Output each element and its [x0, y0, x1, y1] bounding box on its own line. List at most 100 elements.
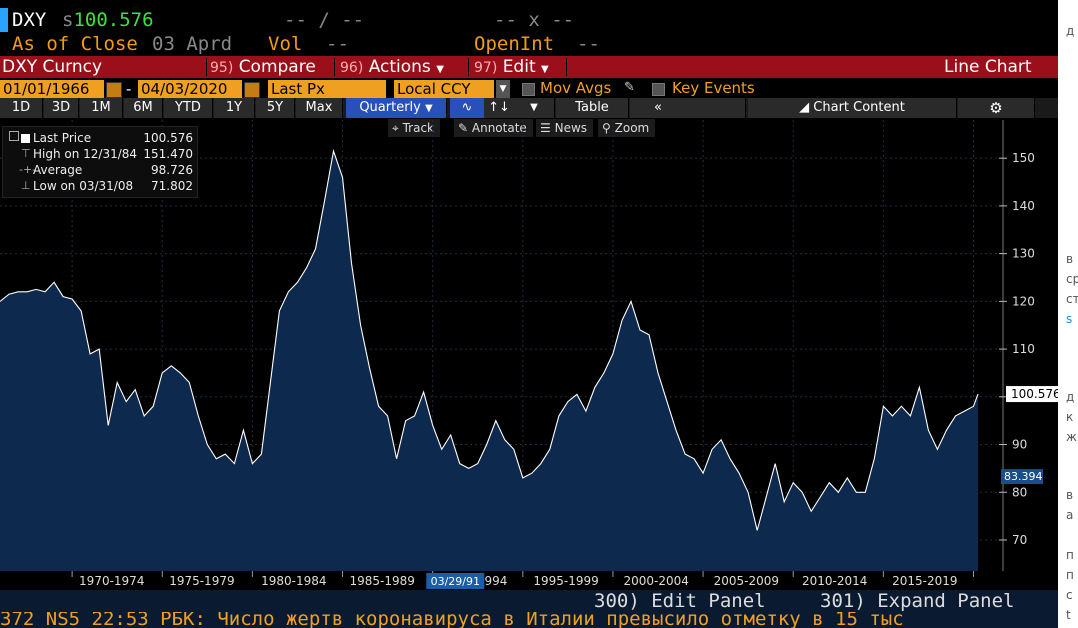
chart-type-label[interactable]: Line Chart	[944, 57, 1032, 77]
chart-content-icon: ◢	[799, 100, 810, 115]
expand-panel-button[interactable]: 301) Expand Panel	[820, 590, 1015, 612]
currency-dropdown-icon[interactable]: ▼	[496, 80, 510, 98]
period-button-6m[interactable]: 6M	[124, 98, 163, 118]
panel-bar: 300) Edit Panel 301) Expand Panel	[0, 590, 1058, 612]
x-tick-label: 1994	[477, 574, 508, 588]
side-panel-fragment: д в ср ст s д к ж в а п п c t	[1058, 0, 1078, 628]
field-select[interactable]: Last Px	[268, 80, 386, 98]
mov-avgs-label[interactable]: Mov Avgs	[540, 79, 612, 97]
zoom-icon: ⚲	[602, 121, 611, 135]
legend-label: High on 12/31/84	[33, 147, 138, 161]
actions-dropdown-icon: ▼	[436, 64, 444, 75]
actions-button[interactable]: 96) Actions ▼	[340, 56, 466, 78]
key-events-label[interactable]: Key Events	[672, 79, 755, 97]
frequency-select[interactable]: Quarterly ▼	[346, 98, 447, 118]
side-glyph: ст	[1066, 292, 1078, 306]
table-button[interactable]: Table	[556, 98, 629, 118]
period-button-5y[interactable]: 5Y	[256, 98, 295, 118]
crosshair-icon: ⌖	[392, 121, 399, 135]
chart-content-button[interactable]: ◢ Chart Content	[748, 98, 957, 118]
security-field[interactable]: DXY Curncy	[2, 56, 202, 78]
frequency-label: Quarterly	[359, 100, 421, 115]
ticker-symbol: DXY	[12, 9, 47, 31]
side-glyph: ср	[1066, 272, 1078, 286]
price-prefix: s	[62, 9, 74, 31]
zoom-label: Zoom	[614, 121, 650, 135]
period-button-max[interactable]: Max	[296, 98, 343, 118]
end-date-input[interactable]: 04/03/2020	[138, 80, 242, 98]
legend-label: Average	[33, 163, 83, 177]
period-button-3d[interactable]: 3D	[44, 98, 79, 118]
annotate-button[interactable]: ✎ Annotate	[454, 119, 533, 137]
news-button[interactable]: ☰ News	[536, 119, 594, 137]
side-glyph: t	[1066, 608, 1071, 622]
pencil-icon[interactable]: ✎	[624, 80, 635, 95]
news-ticker-text: 372 NS5 22:53 РБК: Число жертв коронавир…	[0, 612, 904, 628]
calendar-icon[interactable]	[106, 82, 122, 98]
x-tick-label: 1995-1999	[533, 574, 598, 588]
low-marker-icon: ⊥	[21, 179, 31, 192]
news-icon: ☰	[540, 121, 551, 135]
y-tick-label: 140	[1012, 199, 1035, 213]
x-tick-label: 1975-1979	[169, 574, 234, 588]
side-glyph: д	[1066, 390, 1075, 404]
annotate-icon: ✎	[458, 121, 469, 135]
x-tick-label: 1985-1989	[349, 574, 414, 588]
legend-label: Last Price	[33, 131, 92, 145]
chart-content-label: Chart Content	[813, 100, 905, 115]
period-button-ytd[interactable]: YTD	[164, 98, 213, 118]
news-label: News	[554, 121, 588, 135]
high-marker-icon: ⊤	[21, 147, 31, 160]
mov-avgs-checkbox[interactable]	[522, 83, 535, 96]
x-tick-label: 1980-1984	[261, 574, 326, 588]
y-tick-label: 70	[1012, 533, 1027, 547]
actions-label: Actions	[368, 57, 431, 77]
y-tick-label: 110	[1012, 342, 1035, 356]
start-date-input[interactable]: 01/01/1966	[0, 80, 104, 98]
edit-panel-button[interactable]: 300) Edit Panel	[594, 590, 766, 612]
gear-icon[interactable]: ⚙	[958, 98, 1035, 118]
compare-button[interactable]: 95) Compare	[210, 56, 334, 78]
side-glyph: в	[1066, 488, 1074, 502]
edit-label: Edit	[502, 57, 536, 77]
last-price-swatch-icon	[21, 134, 30, 143]
as-of-label: As of Close	[12, 33, 138, 55]
period-button-1m[interactable]: 1M	[80, 98, 123, 118]
period-button-1d[interactable]: 1D	[0, 98, 43, 118]
edit-button[interactable]: 97) Edit ▼	[474, 56, 564, 78]
period-button-1y[interactable]: 1Y	[214, 98, 255, 118]
openint-label: OpenInt	[474, 33, 555, 55]
annotate-label: Annotate	[471, 121, 527, 135]
price-area-fill	[0, 151, 978, 571]
track-button[interactable]: ⌖ Track	[388, 119, 440, 137]
zoom-button[interactable]: ⚲ Zoom	[598, 119, 656, 137]
style-dropdown-icon[interactable]: ▼	[514, 98, 555, 118]
last-value-badge	[1006, 386, 1058, 403]
as-of-date: 03 Aprd	[152, 33, 233, 55]
change-placeholder: -- / --	[284, 9, 365, 31]
currency-select[interactable]: Local CCY	[394, 80, 494, 98]
marker-value-badge	[1001, 469, 1043, 485]
legend-row-average: -+- Average 98.726	[3, 163, 197, 179]
key-events-checkbox[interactable]	[652, 83, 665, 96]
x-tick-label: 2000-2004	[623, 574, 688, 588]
x-axis: 1970-1974 1975-1979 1980-1984 1985-1989 1994…	[71, 571, 974, 589]
track-label: Track	[402, 121, 434, 135]
legend-value: 71.802	[151, 179, 193, 193]
compare-num: 95)	[210, 60, 234, 76]
collapse-icon[interactable]: «	[630, 98, 746, 118]
legend-expand-icon[interactable]	[9, 131, 19, 141]
calendar-icon[interactable]	[244, 82, 260, 98]
last-value-label: 100.576	[1011, 387, 1058, 401]
side-glyph: ж	[1066, 430, 1077, 444]
vol-label: Vol	[268, 33, 303, 55]
x-tick-label: 2005-2009	[714, 574, 779, 588]
news-ticker[interactable]: 372 NS5 22:53 РБК: Число жертв коронавир…	[0, 612, 1058, 628]
edit-num: 97)	[474, 60, 498, 76]
legend-value: 100.576	[143, 131, 193, 145]
actions-num: 96)	[340, 60, 364, 76]
ticker-flag	[0, 8, 8, 32]
